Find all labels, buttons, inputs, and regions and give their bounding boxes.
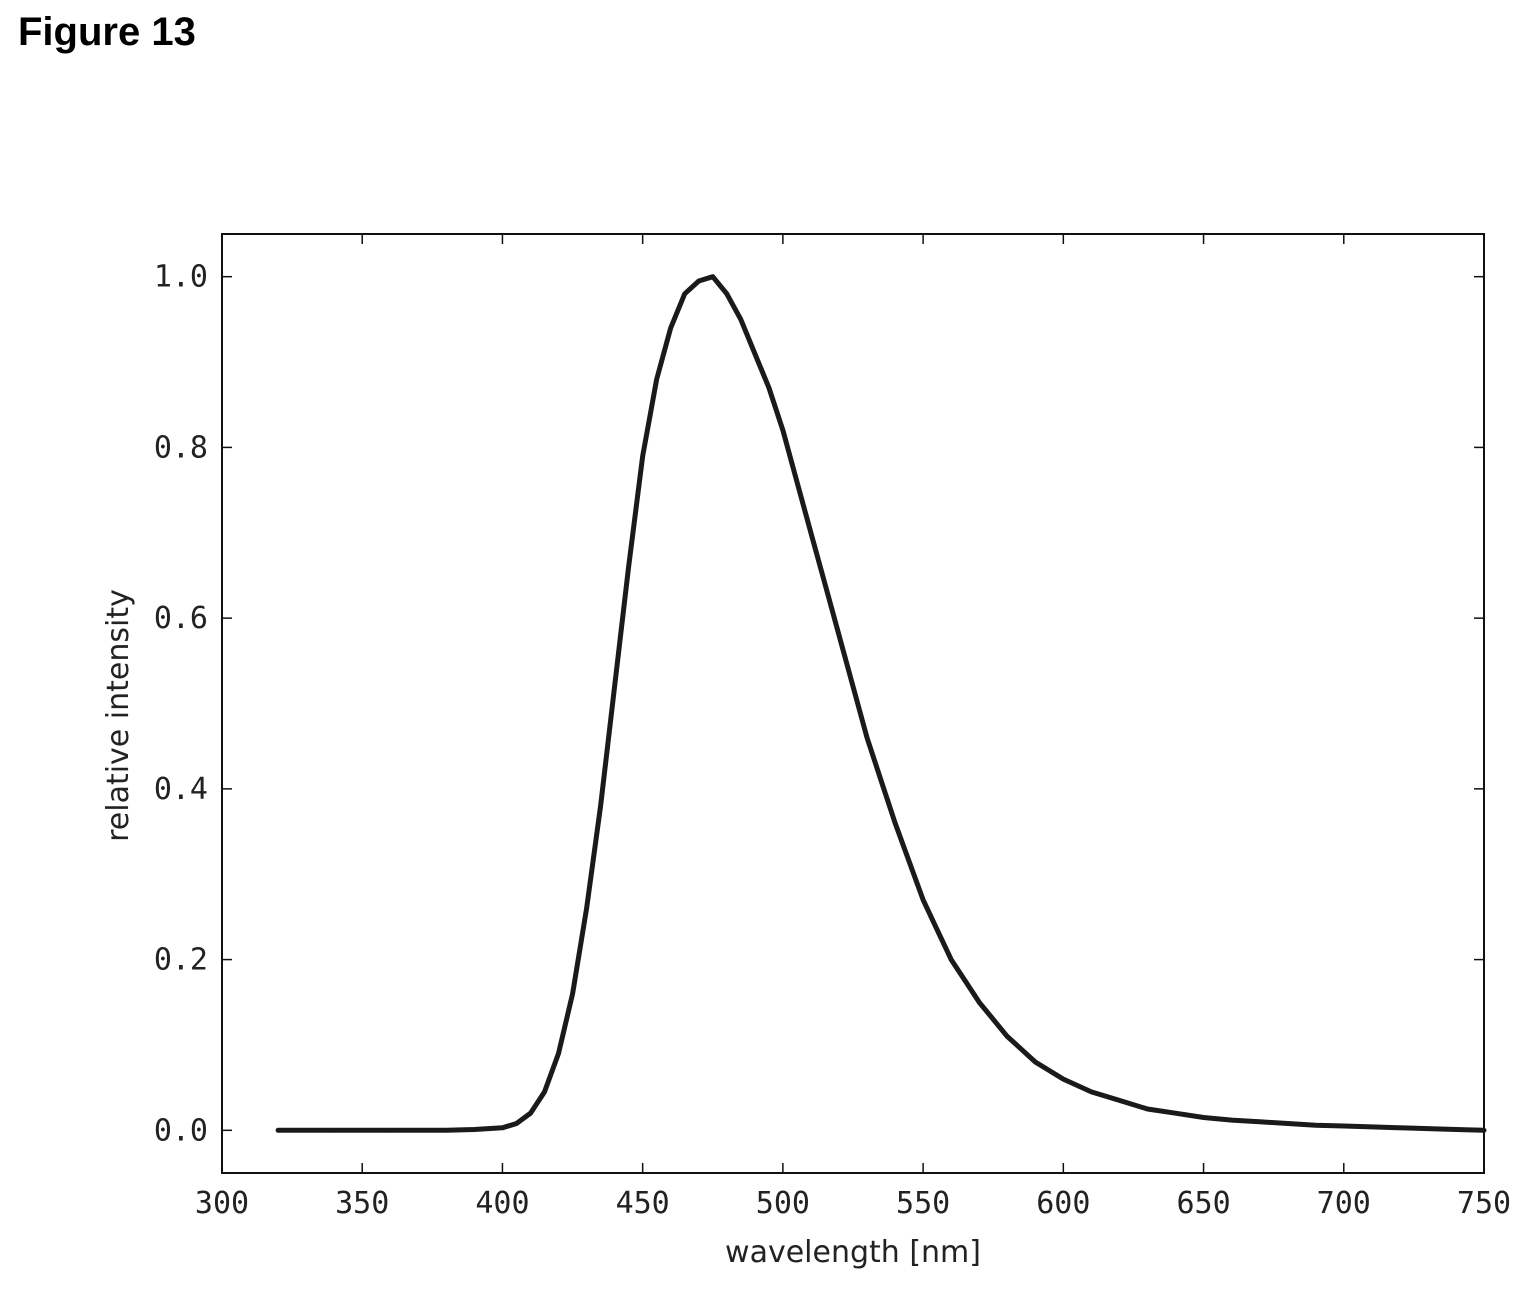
data-point [1061,1077,1065,1081]
data-point [907,859,911,863]
figure-title: Figure 13 [18,10,196,54]
data-point [893,821,897,825]
y-tick-label: 1.0 [154,260,208,295]
data-point [921,898,925,902]
data-point [851,684,855,688]
data-point [1117,1098,1121,1102]
x-tick-label: 550 [896,1186,950,1221]
y-tick-label: 0.6 [154,601,208,636]
data-point [1019,1047,1023,1051]
data-point [1174,1111,1178,1115]
x-tick-label: 650 [1176,1186,1230,1221]
plot-frame [221,233,1485,1174]
y-tick-label: 0.0 [154,1113,208,1148]
data-point [613,684,617,688]
y-tick-label: 0.2 [154,943,208,978]
x-tick-label: 500 [756,1186,810,1221]
data-point [1370,1125,1374,1129]
series-line-0 [275,274,1487,1133]
data-point [332,1128,336,1132]
x-tick-label: 350 [335,1186,389,1221]
data-point [627,565,631,569]
data-point [557,1051,561,1055]
data-point [543,1090,547,1094]
data-point [795,480,799,484]
x-tick-label: 400 [475,1186,529,1221]
x-axis-label: wavelength [nm] [725,1235,981,1270]
x-tick-label: 600 [1036,1186,1090,1221]
data-point [1005,1034,1009,1038]
data-point [711,275,715,279]
data-point [1258,1120,1262,1124]
data-point [1426,1127,1430,1131]
data-point [585,906,589,910]
data-point [514,1121,518,1125]
x-tick-label: 700 [1317,1186,1371,1221]
data-point [935,928,939,932]
data-point [963,979,967,983]
data-point [753,352,757,356]
data-point [571,992,575,996]
data-point [1398,1126,1402,1130]
data-point [949,958,953,962]
data-point [276,1128,280,1132]
data-point [697,279,701,283]
data-point [1314,1123,1318,1127]
data-point [1145,1107,1149,1111]
data-point [1230,1118,1234,1122]
data-point [977,1000,981,1004]
data-point [1286,1121,1290,1125]
data-point [837,633,841,637]
data-point [991,1017,995,1021]
data-point [683,292,687,296]
data-point [1342,1124,1346,1128]
data-point [599,804,603,808]
data-point [472,1127,476,1131]
data-point [1202,1116,1206,1120]
y-tick-label: 0.4 [154,772,208,807]
data-point [528,1111,532,1115]
data-point [725,292,729,296]
data-point [767,386,771,390]
data-point [879,778,883,782]
data-point [781,428,785,432]
data-point [1033,1060,1037,1064]
data-point [865,736,869,740]
y-axis-label: relative intensity [101,589,136,842]
data-point [1089,1090,1093,1094]
data-point [444,1128,448,1132]
data-point [669,326,673,330]
x-tick-label: 450 [616,1186,670,1221]
data-point [655,377,659,381]
x-tick-label: 750 [1457,1186,1511,1221]
x-tick-label: 300 [195,1186,249,1221]
data-point [739,317,743,321]
data-point [388,1128,392,1132]
data-point [500,1126,504,1130]
data-point [1454,1127,1458,1131]
data-point [823,582,827,586]
y-tick-label: 0.8 [154,430,208,465]
data-point [641,454,645,458]
data-point [809,531,813,535]
data-point [1482,1128,1486,1132]
